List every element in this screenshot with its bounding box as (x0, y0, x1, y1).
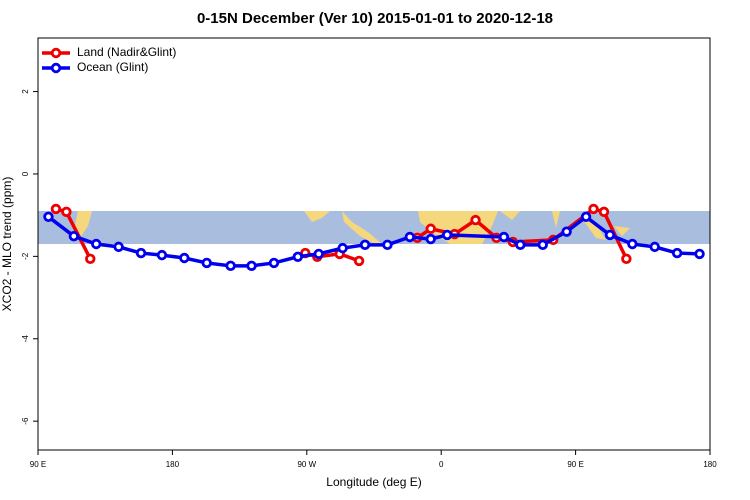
data-point (441, 229, 453, 241)
data-point (68, 230, 80, 242)
y-tick-label: 2 (21, 89, 30, 94)
y-axis-label: XCO2 - MLO trend (ppm) (0, 177, 14, 312)
data-point (225, 260, 236, 272)
legend-marker (50, 47, 62, 59)
data-point (537, 239, 548, 251)
y-tick-label: -2 (21, 252, 30, 260)
data-point (292, 251, 304, 262)
data-point (353, 255, 365, 267)
data-point (313, 248, 324, 260)
data-point (43, 211, 54, 223)
data-point (337, 242, 348, 254)
data-point (649, 241, 660, 253)
data-point (179, 252, 190, 264)
data-point (515, 239, 526, 251)
x-tick-label: 90 E (30, 460, 46, 469)
data-point (598, 206, 610, 218)
data-point (580, 211, 592, 223)
data-point (470, 214, 481, 226)
x-tick-label: 180 (166, 460, 180, 469)
legend-label: Land (Nadir&Glint) (77, 45, 176, 59)
y-tick-label: -4 (21, 335, 30, 343)
data-point (404, 231, 416, 243)
data-point (156, 249, 168, 261)
data-point (85, 253, 96, 265)
data-point (498, 231, 510, 243)
data-point (268, 257, 280, 269)
x-tick-label: 180 (703, 460, 717, 469)
data-point (61, 206, 72, 218)
data-point (91, 238, 102, 250)
data-point (359, 239, 371, 251)
data-point (588, 203, 599, 215)
data-point (694, 248, 705, 260)
x-tick-label: 90 E (567, 460, 583, 469)
chart-title: 0-15N December (Ver 10) 2015-01-01 to 20… (197, 10, 553, 27)
legend-marker (50, 62, 62, 74)
data-point (113, 241, 124, 253)
data-point (135, 247, 147, 259)
x-tick-label: 0 (439, 460, 444, 469)
x-tick-label: 90 W (297, 460, 316, 469)
legend-label: Ocean (Glint) (77, 60, 148, 74)
data-point (382, 239, 393, 251)
data-point (246, 260, 257, 272)
data-point (50, 203, 62, 215)
data-point (561, 226, 572, 237)
y-tick-label: -6 (21, 417, 30, 425)
data-point (425, 223, 436, 234)
plot-frame (37, 37, 711, 451)
data-point (627, 238, 638, 250)
data-point (671, 247, 683, 259)
data-point (425, 233, 436, 245)
x-axis-label: Longitude (deg E) (326, 475, 421, 489)
data-point (201, 257, 212, 269)
y-tick-label: 0 (21, 171, 30, 176)
data-point (604, 229, 616, 241)
data-point (621, 253, 632, 265)
